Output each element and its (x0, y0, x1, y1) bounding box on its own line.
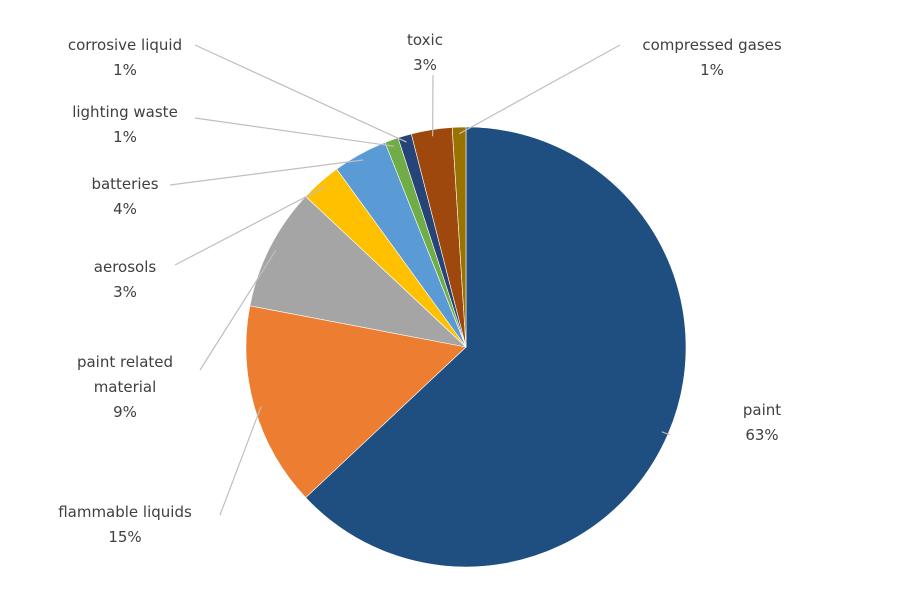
value-label: 3% (413, 56, 437, 74)
data-label: compressed gases 1% (627, 33, 797, 83)
category-label: toxic (407, 31, 443, 49)
category-label: corrosive liquid (67, 36, 183, 54)
data-label: corrosive liquid 1% (40, 33, 210, 83)
category-label: lighting waste (72, 103, 178, 121)
leader-line (219, 406, 262, 516)
data-label: aerosols 3% (40, 255, 210, 305)
value-label: 1% (700, 61, 724, 79)
pie-slice (451, 126, 467, 348)
category-label: compressed gases (642, 36, 782, 54)
leader-line (174, 186, 326, 266)
value-label: 15% (108, 528, 142, 546)
value-label: 4% (113, 200, 137, 218)
leader-line (661, 431, 671, 436)
data-label: lighting waste 1% (40, 100, 210, 150)
data-label: batteries 4% (40, 172, 210, 222)
data-label: paint related material 9% (70, 350, 180, 425)
value-label: 63% (745, 426, 779, 444)
value-label: 1% (113, 128, 137, 146)
leader-line (199, 249, 277, 371)
value-label: 3% (113, 283, 137, 301)
pie-slice (249, 195, 467, 348)
value-label: 1% (113, 61, 137, 79)
category-label: flammable liquids (58, 503, 192, 521)
leader-line (459, 44, 621, 135)
leader-line (169, 159, 364, 186)
category-label: aerosols (93, 258, 157, 276)
value-label: 9% (113, 403, 137, 421)
category-label: batteries (91, 175, 159, 193)
leader-line (194, 117, 394, 147)
category-label: paint related material (76, 353, 174, 396)
data-label: toxic 3% (340, 28, 510, 78)
data-label: paint 63% (677, 398, 847, 448)
data-label: flammable liquids 15% (40, 500, 210, 550)
leader-line (194, 44, 407, 143)
pie-slice (245, 305, 467, 499)
category-label: paint (742, 401, 782, 419)
